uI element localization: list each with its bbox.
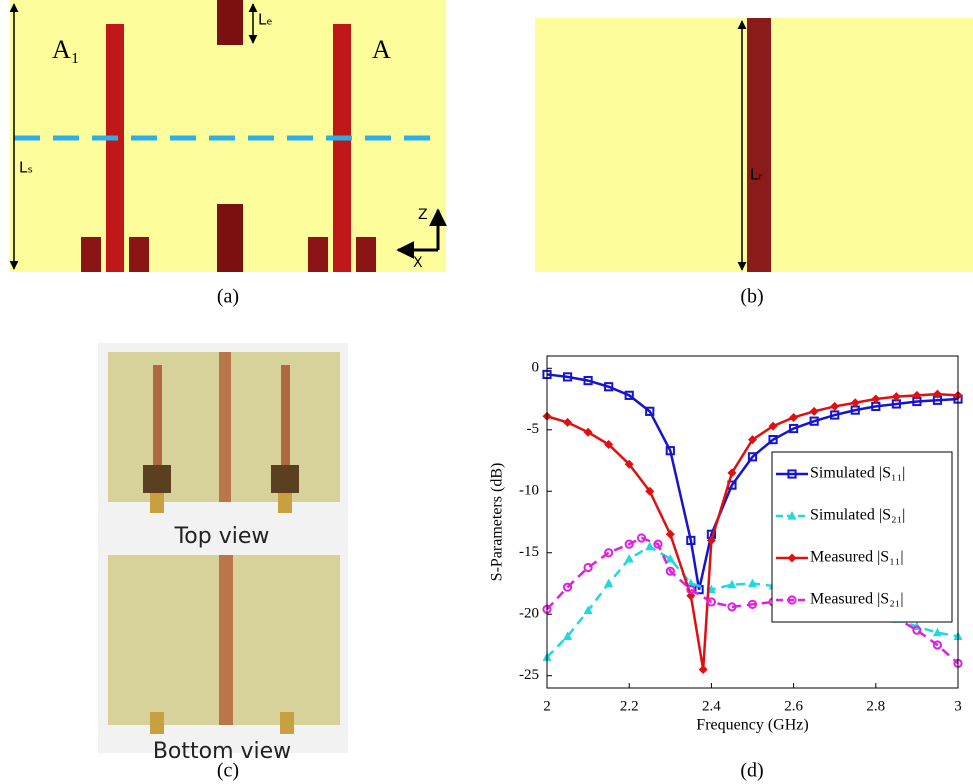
panel-c: Top view Bottom view (c)	[98, 343, 348, 782]
legend-label: Measured |S₁₁|	[810, 549, 904, 566]
y-tick-label: -15	[519, 544, 539, 560]
figure: A₁ A Lₑ Lₛ Z X (a) Lᵣ (b) Top view Botto…	[0, 0, 973, 784]
y-tick-label: -10	[519, 483, 539, 499]
feed-strip	[106, 24, 124, 272]
connector	[278, 493, 292, 513]
legend-label: Simulated |S₁₁|	[810, 465, 905, 482]
legend: Simulated |S₁₁| Simulated |S₂₁| Measured |…	[772, 452, 952, 622]
label: A	[372, 35, 391, 64]
y-tick-label: -5	[527, 421, 540, 437]
x-tick-label: 3	[954, 698, 962, 714]
strip	[219, 555, 233, 725]
y-axis-label: S-Parameters (dB)	[489, 463, 506, 582]
label: Top view	[174, 524, 270, 549]
x-tick-label: 2.4	[702, 698, 721, 714]
connector	[150, 493, 164, 513]
caption: (b)	[740, 286, 763, 308]
x-tick-label: 2.6	[784, 698, 803, 714]
x-axis-label: Frequency (GHz)	[696, 717, 808, 734]
label: Z	[418, 207, 428, 223]
center-stub	[217, 204, 243, 272]
caption: (a)	[217, 286, 239, 308]
label: Lₛ	[19, 159, 33, 177]
caption: (d)	[740, 760, 763, 782]
chart: 2 2.2 2.4 2.6 2.8 3 0 -5 -10 -15 -20 -25 Frequency (…	[489, 356, 963, 734]
label: X	[413, 255, 423, 271]
stub	[81, 237, 101, 272]
strip	[153, 365, 162, 475]
panel-a: A₁ A Lₑ Lₛ Z X (a)	[10, 0, 446, 308]
legend-label: Simulated |S₂₁|	[810, 507, 905, 524]
label: Lₑ	[258, 11, 273, 29]
y-tick-label: 0	[532, 360, 540, 376]
connector	[143, 465, 171, 493]
stub	[129, 237, 149, 272]
connector	[280, 712, 294, 734]
strip	[281, 365, 290, 475]
y-tick-label: -20	[519, 606, 539, 622]
x-tick-label: 2	[543, 698, 551, 714]
x-tick-label: 2.8	[866, 698, 885, 714]
stub	[308, 237, 328, 272]
center-stub	[217, 0, 243, 45]
connector	[150, 712, 164, 734]
label: Lᵣ	[750, 166, 762, 184]
y-tick-label: -25	[519, 667, 539, 683]
caption: (c)	[217, 760, 239, 782]
x-tick-label: 2.2	[620, 698, 639, 714]
connector	[271, 465, 299, 493]
strip	[747, 18, 771, 272]
stub	[356, 237, 376, 272]
panel-b: Lᵣ (b)	[535, 18, 973, 308]
feed-strip	[333, 24, 351, 272]
label: A₁	[52, 35, 80, 64]
legend-label: Measured |S₂₁|	[810, 591, 904, 608]
strip	[219, 352, 231, 502]
